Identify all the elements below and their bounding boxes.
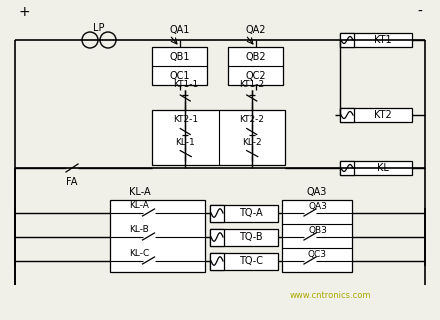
Bar: [340, 33, 354, 47]
Text: KT2-1: KT2-1: [172, 115, 198, 124]
Text: -: -: [417, 5, 422, 19]
Text: QC3: QC3: [308, 250, 327, 259]
Text: KT1: KT1: [374, 35, 392, 45]
Text: FA: FA: [66, 177, 78, 187]
Text: QB3: QB3: [308, 226, 327, 235]
Bar: [340, 33, 412, 47]
Text: KL-A: KL-A: [129, 201, 149, 210]
Bar: [210, 228, 224, 245]
Text: TQ-A: TQ-A: [239, 208, 263, 218]
Text: QA3: QA3: [308, 202, 327, 211]
Bar: [210, 204, 224, 221]
Bar: [340, 161, 412, 175]
Text: +: +: [18, 5, 29, 19]
Bar: [282, 200, 352, 272]
Bar: [210, 228, 278, 245]
Bar: [210, 252, 224, 269]
Text: QA3: QA3: [307, 187, 327, 197]
Text: KL-1: KL-1: [176, 138, 195, 147]
Bar: [210, 204, 278, 221]
Bar: [152, 47, 207, 85]
Bar: [228, 47, 283, 85]
Text: KL: KL: [377, 163, 389, 173]
Bar: [152, 110, 285, 165]
Text: QB2: QB2: [245, 52, 266, 61]
Bar: [340, 108, 412, 122]
Text: TQ-B: TQ-B: [239, 232, 263, 242]
Text: QB1: QB1: [169, 52, 190, 61]
Text: LP: LP: [93, 23, 105, 33]
Text: QA2: QA2: [245, 25, 266, 35]
Bar: [210, 252, 278, 269]
Text: KL-2: KL-2: [242, 138, 261, 147]
Text: QC1: QC1: [169, 70, 190, 81]
Text: KT2-2: KT2-2: [239, 115, 264, 124]
Bar: [110, 200, 205, 272]
Text: KT1-2: KT1-2: [239, 79, 264, 89]
Text: KL-A: KL-A: [129, 187, 151, 197]
Text: www.cntronics.com: www.cntronics.com: [289, 292, 371, 300]
Text: KT1-1: KT1-1: [172, 79, 198, 89]
Text: QC2: QC2: [245, 70, 266, 81]
Text: TQ-C: TQ-C: [239, 256, 263, 266]
Bar: [340, 108, 354, 122]
Text: KL-C: KL-C: [129, 249, 150, 258]
Text: KL-B: KL-B: [129, 225, 149, 234]
Text: QA1: QA1: [169, 25, 190, 35]
Bar: [340, 161, 354, 175]
Text: KT2: KT2: [374, 110, 392, 120]
